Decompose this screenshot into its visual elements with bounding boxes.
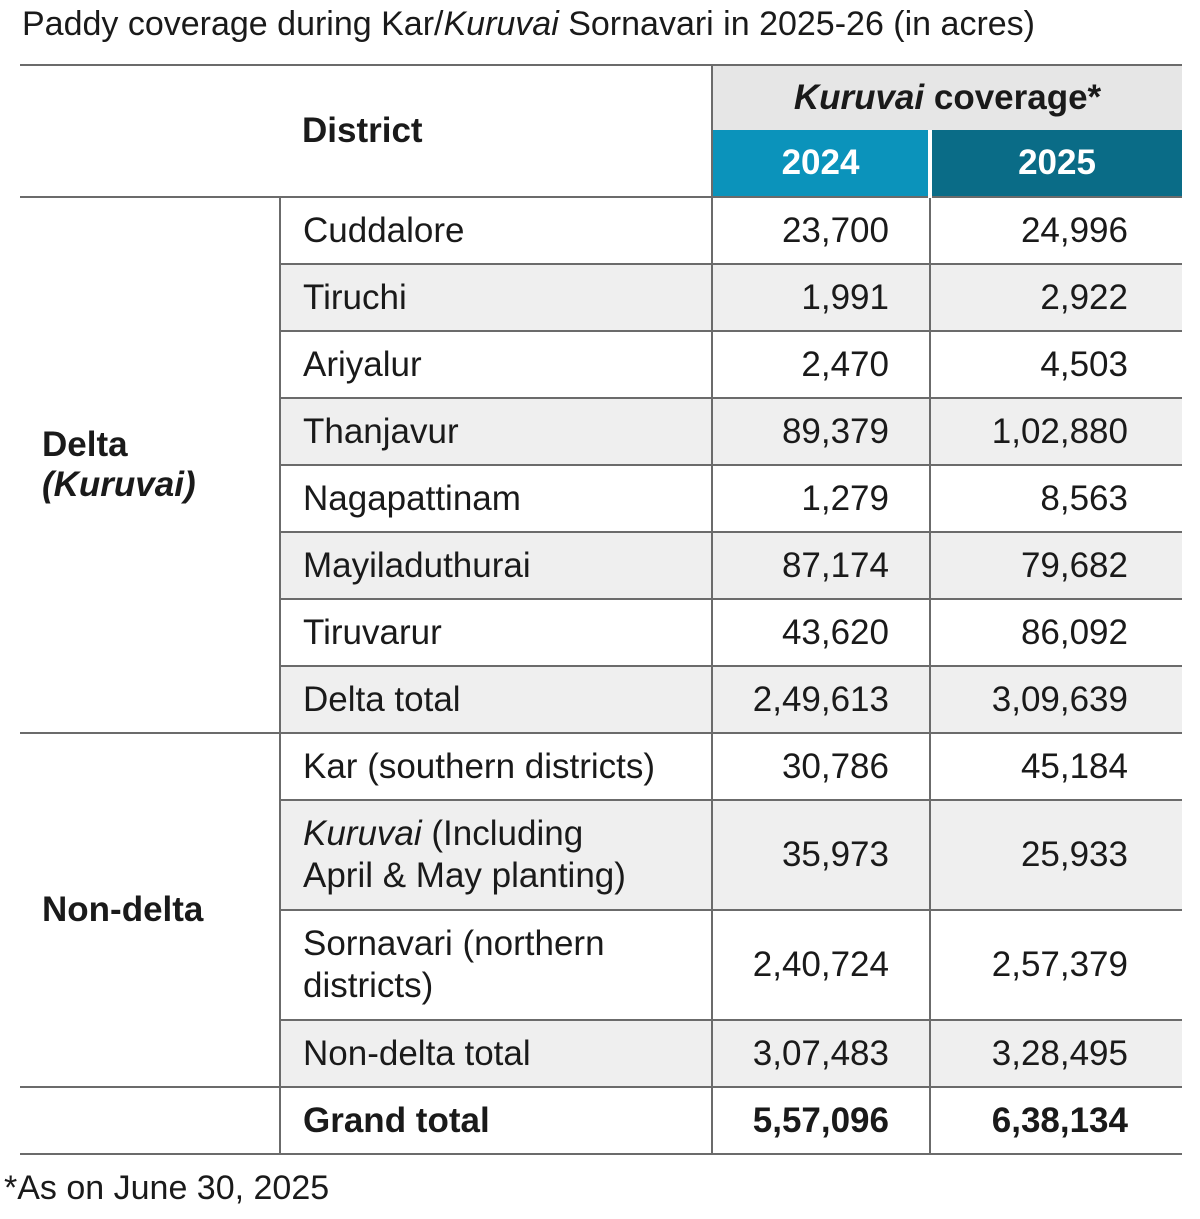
table-row: Nagapattinam 1,279 8,563: [20, 465, 1182, 533]
grand-total-blank: [20, 1087, 280, 1155]
table-row: Delta (Kuruvai) Cuddalore 23,700 24,996: [20, 197, 1182, 734]
district-name: Mayiladuthurai: [279, 532, 712, 600]
group-label-nondelta: Non-delta: [20, 733, 280, 1088]
value-2024: 2,49,613: [711, 666, 930, 734]
name-italic: Kuruvai: [303, 814, 422, 853]
value-2025: 25,933: [929, 800, 1182, 911]
district-name: Nagapattinam: [279, 465, 712, 533]
chart-title: Paddy coverage during Kar/Kuruvai Sornav…: [22, 2, 1035, 46]
district-name: Thanjavur: [279, 398, 712, 466]
year-2025-header: 2025: [928, 130, 1182, 198]
name-line2: April & May planting): [303, 856, 626, 895]
delta-sub-label: (Kuruvai): [42, 465, 196, 504]
value-2025: 79,682: [929, 532, 1182, 600]
value-2024: 1,279: [711, 465, 930, 533]
value-2024: 3,07,483: [711, 1020, 930, 1088]
district-name: Sornavari (northern districts): [279, 910, 712, 1021]
district-header: District: [20, 64, 712, 198]
footnote: *As on June 30, 2025: [4, 1169, 330, 1207]
value-2025: 45,184: [929, 733, 1182, 801]
title-part-3: Sornavari in 2025-26 (in acres): [558, 5, 1035, 43]
table-row: Tiruvarur 43,620 86,092: [20, 599, 1182, 667]
value-2024: 30,786: [711, 733, 930, 801]
value-2024: 1,991: [711, 264, 930, 332]
table-row: Sornavari (northern districts) 2,40,724 …: [20, 910, 1182, 1021]
value-2025: 24,996: [929, 197, 1182, 265]
value-2025: 2,57,379: [929, 910, 1182, 1021]
table-row: Mayiladuthurai 87,174 79,682: [20, 532, 1182, 600]
coverage-header-italic: Kuruvai: [793, 78, 925, 117]
district-name: Kar (southern districts): [279, 733, 712, 801]
table-row: Kuruvai (Including April & May planting)…: [20, 800, 1182, 911]
district-name: Non-delta total: [279, 1020, 712, 1088]
table-row: Non-delta Kar (southern districts) 30,78…: [20, 733, 1182, 1088]
value-2024: 2,40,724: [711, 910, 930, 1021]
value-2024: 89,379: [711, 398, 930, 466]
name-line1-rest: (Including: [421, 814, 584, 853]
value-2025: 1,02,880: [929, 398, 1182, 466]
coverage-table: District Kuruvai coverage* 2024 2025 Del…: [20, 64, 1182, 1155]
table-row: Tiruchi 1,991 2,922: [20, 264, 1182, 332]
value-2024: 35,973: [711, 800, 930, 911]
value-2025: 2,922: [929, 264, 1182, 332]
value-2024: 5,57,096: [711, 1087, 930, 1155]
district-name: Grand total: [279, 1087, 712, 1155]
district-name: Ariyalur: [279, 331, 712, 399]
value-2025: 86,092: [929, 599, 1182, 667]
district-name: Tiruvarur: [279, 599, 712, 667]
table-row: Thanjavur 89,379 1,02,880: [20, 398, 1182, 466]
value-2024: 23,700: [711, 197, 930, 265]
table-row-nondelta-total: Non-delta total 3,07,483 3,28,495: [20, 1020, 1182, 1088]
value-2024: 87,174: [711, 532, 930, 600]
value-2025: 3,28,495: [929, 1020, 1182, 1088]
name-line2: districts): [303, 966, 434, 1005]
title-part-1: Paddy coverage during Kar/: [22, 5, 444, 43]
header-row-1: District Kuruvai coverage*: [20, 64, 1182, 198]
value-2025: 3,09,639: [929, 666, 1182, 734]
value-2025: 4,503: [929, 331, 1182, 399]
year-2024-header: 2024: [711, 130, 930, 198]
value-2024: 43,620: [711, 599, 930, 667]
name-line1: Sornavari (northern: [303, 924, 605, 963]
delta-label: Delta: [42, 425, 128, 464]
table-row-grand-total: Grand total 5,57,096 6,38,134: [20, 1087, 1182, 1155]
table-row: Ariyalur 2,470 4,503: [20, 331, 1182, 399]
title-part-italic: Kuruvai: [443, 5, 559, 43]
header-row-2: 2024 2025: [20, 130, 1182, 198]
district-name: Tiruchi: [279, 264, 712, 332]
value-2025: 6,38,134: [929, 1087, 1182, 1155]
coverage-header-rest: coverage*: [924, 78, 1102, 117]
group-label-delta: Delta (Kuruvai): [20, 197, 280, 734]
district-name: Kuruvai (Including April & May planting): [279, 800, 712, 911]
value-2025: 8,563: [929, 465, 1182, 533]
value-2024: 2,470: [711, 331, 930, 399]
district-name: Delta total: [279, 666, 712, 734]
district-name: Cuddalore: [279, 197, 712, 265]
table-row-delta-total: Delta total 2,49,613 3,09,639: [20, 666, 1182, 734]
coverage-header: Kuruvai coverage*: [711, 64, 1182, 130]
